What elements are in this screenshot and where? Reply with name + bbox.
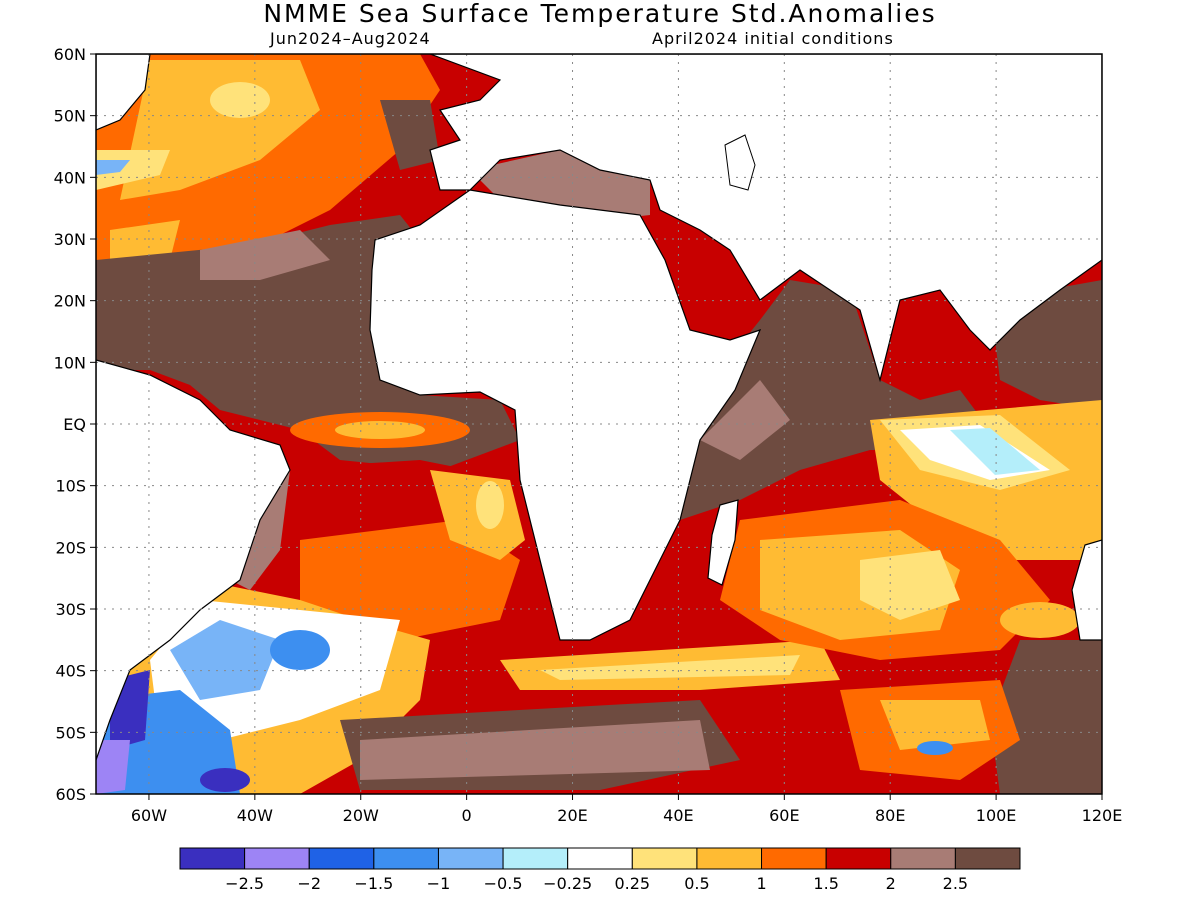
lon-label: 20E xyxy=(557,806,587,825)
map-field xyxy=(96,54,1102,794)
colorbar-swatch xyxy=(954,847,1021,870)
lon-axis: 60W 40W 20W 0 20E 40E 60E 80E 100E 120E xyxy=(131,794,1122,825)
colorbar-label: 0.25 xyxy=(614,874,650,893)
lat-label: 50S xyxy=(55,723,86,742)
lon-label: 120E xyxy=(1082,806,1123,825)
lon-label: 0 xyxy=(462,806,472,825)
colorbar-swatch xyxy=(825,847,892,870)
lat-label: 50N xyxy=(54,107,86,126)
europe-asia-land xyxy=(429,54,1102,383)
colorbar-swatch xyxy=(437,847,504,870)
colorbar: −2.5 −2 −1.5 −1 −0.5 −0.25 0.25 0.5 1 1.5 2 2.5 xyxy=(179,847,1021,893)
madagascar-land xyxy=(707,499,739,586)
colorbar-label: −2 xyxy=(297,874,321,893)
lat-label: 30S xyxy=(55,600,86,619)
lon-label: 40W xyxy=(237,806,273,825)
lat-label: 10N xyxy=(54,353,86,372)
colorbar-label: −0.5 xyxy=(484,874,523,893)
gridlines xyxy=(96,54,1102,794)
lat-label: EQ xyxy=(63,415,86,434)
lon-label: 100E xyxy=(976,806,1017,825)
colorbar-swatch xyxy=(696,847,763,870)
lat-label: 20N xyxy=(54,292,86,311)
lat-label: 30N xyxy=(54,230,86,249)
colorbar-label: −0.25 xyxy=(543,874,592,893)
north-america-land xyxy=(96,54,151,131)
colorbar-label: 1 xyxy=(756,874,766,893)
colorbar-label: 1.5 xyxy=(813,874,838,893)
colorbar-swatch xyxy=(308,847,375,870)
lat-label: 40N xyxy=(54,168,86,187)
lat-label: 20S xyxy=(55,538,86,557)
colorbar-swatch xyxy=(179,847,246,870)
colorbar-swatch xyxy=(890,847,956,870)
colorbar-label: 2 xyxy=(886,874,896,893)
colorbar-swatch xyxy=(631,847,698,870)
africa-land xyxy=(369,189,762,641)
colorbar-swatch xyxy=(502,847,569,870)
lon-label: 60E xyxy=(769,806,799,825)
colorbar-swatch xyxy=(373,847,439,870)
colorbar-label: 2.5 xyxy=(943,874,968,893)
caspian-sea xyxy=(724,134,756,191)
colorbar-swatch xyxy=(244,847,310,870)
lon-label: 60W xyxy=(131,806,167,825)
initial-conditions: April2024 initial conditions xyxy=(652,29,894,48)
colorbar-label: −2.5 xyxy=(225,874,264,893)
lat-label: 60S xyxy=(55,785,86,804)
lat-label: 60N xyxy=(54,45,86,64)
lon-label: 40E xyxy=(663,806,693,825)
colorbar-swatch xyxy=(567,847,633,870)
south-america-land xyxy=(96,359,291,761)
map-title: NMME Sea Surface Temperature Std.Anomali… xyxy=(263,0,937,28)
colorbar-label: 0.5 xyxy=(684,874,709,893)
australia-land xyxy=(1071,539,1102,641)
lat-label: 10S xyxy=(55,477,86,496)
forecast-period: Jun2024–Aug2024 xyxy=(270,29,431,48)
colorbar-label: −1.5 xyxy=(354,874,393,893)
lon-label: 80E xyxy=(875,806,905,825)
lon-label: 20W xyxy=(343,806,379,825)
colorbar-label: −1 xyxy=(427,874,451,893)
lat-axis: 60N 50N 40N 30N 20N 10N EQ 10S 20S 30S 40S 50S 60S xyxy=(54,45,96,804)
lat-label: 40S xyxy=(55,662,86,681)
colorbar-swatch xyxy=(761,847,827,870)
